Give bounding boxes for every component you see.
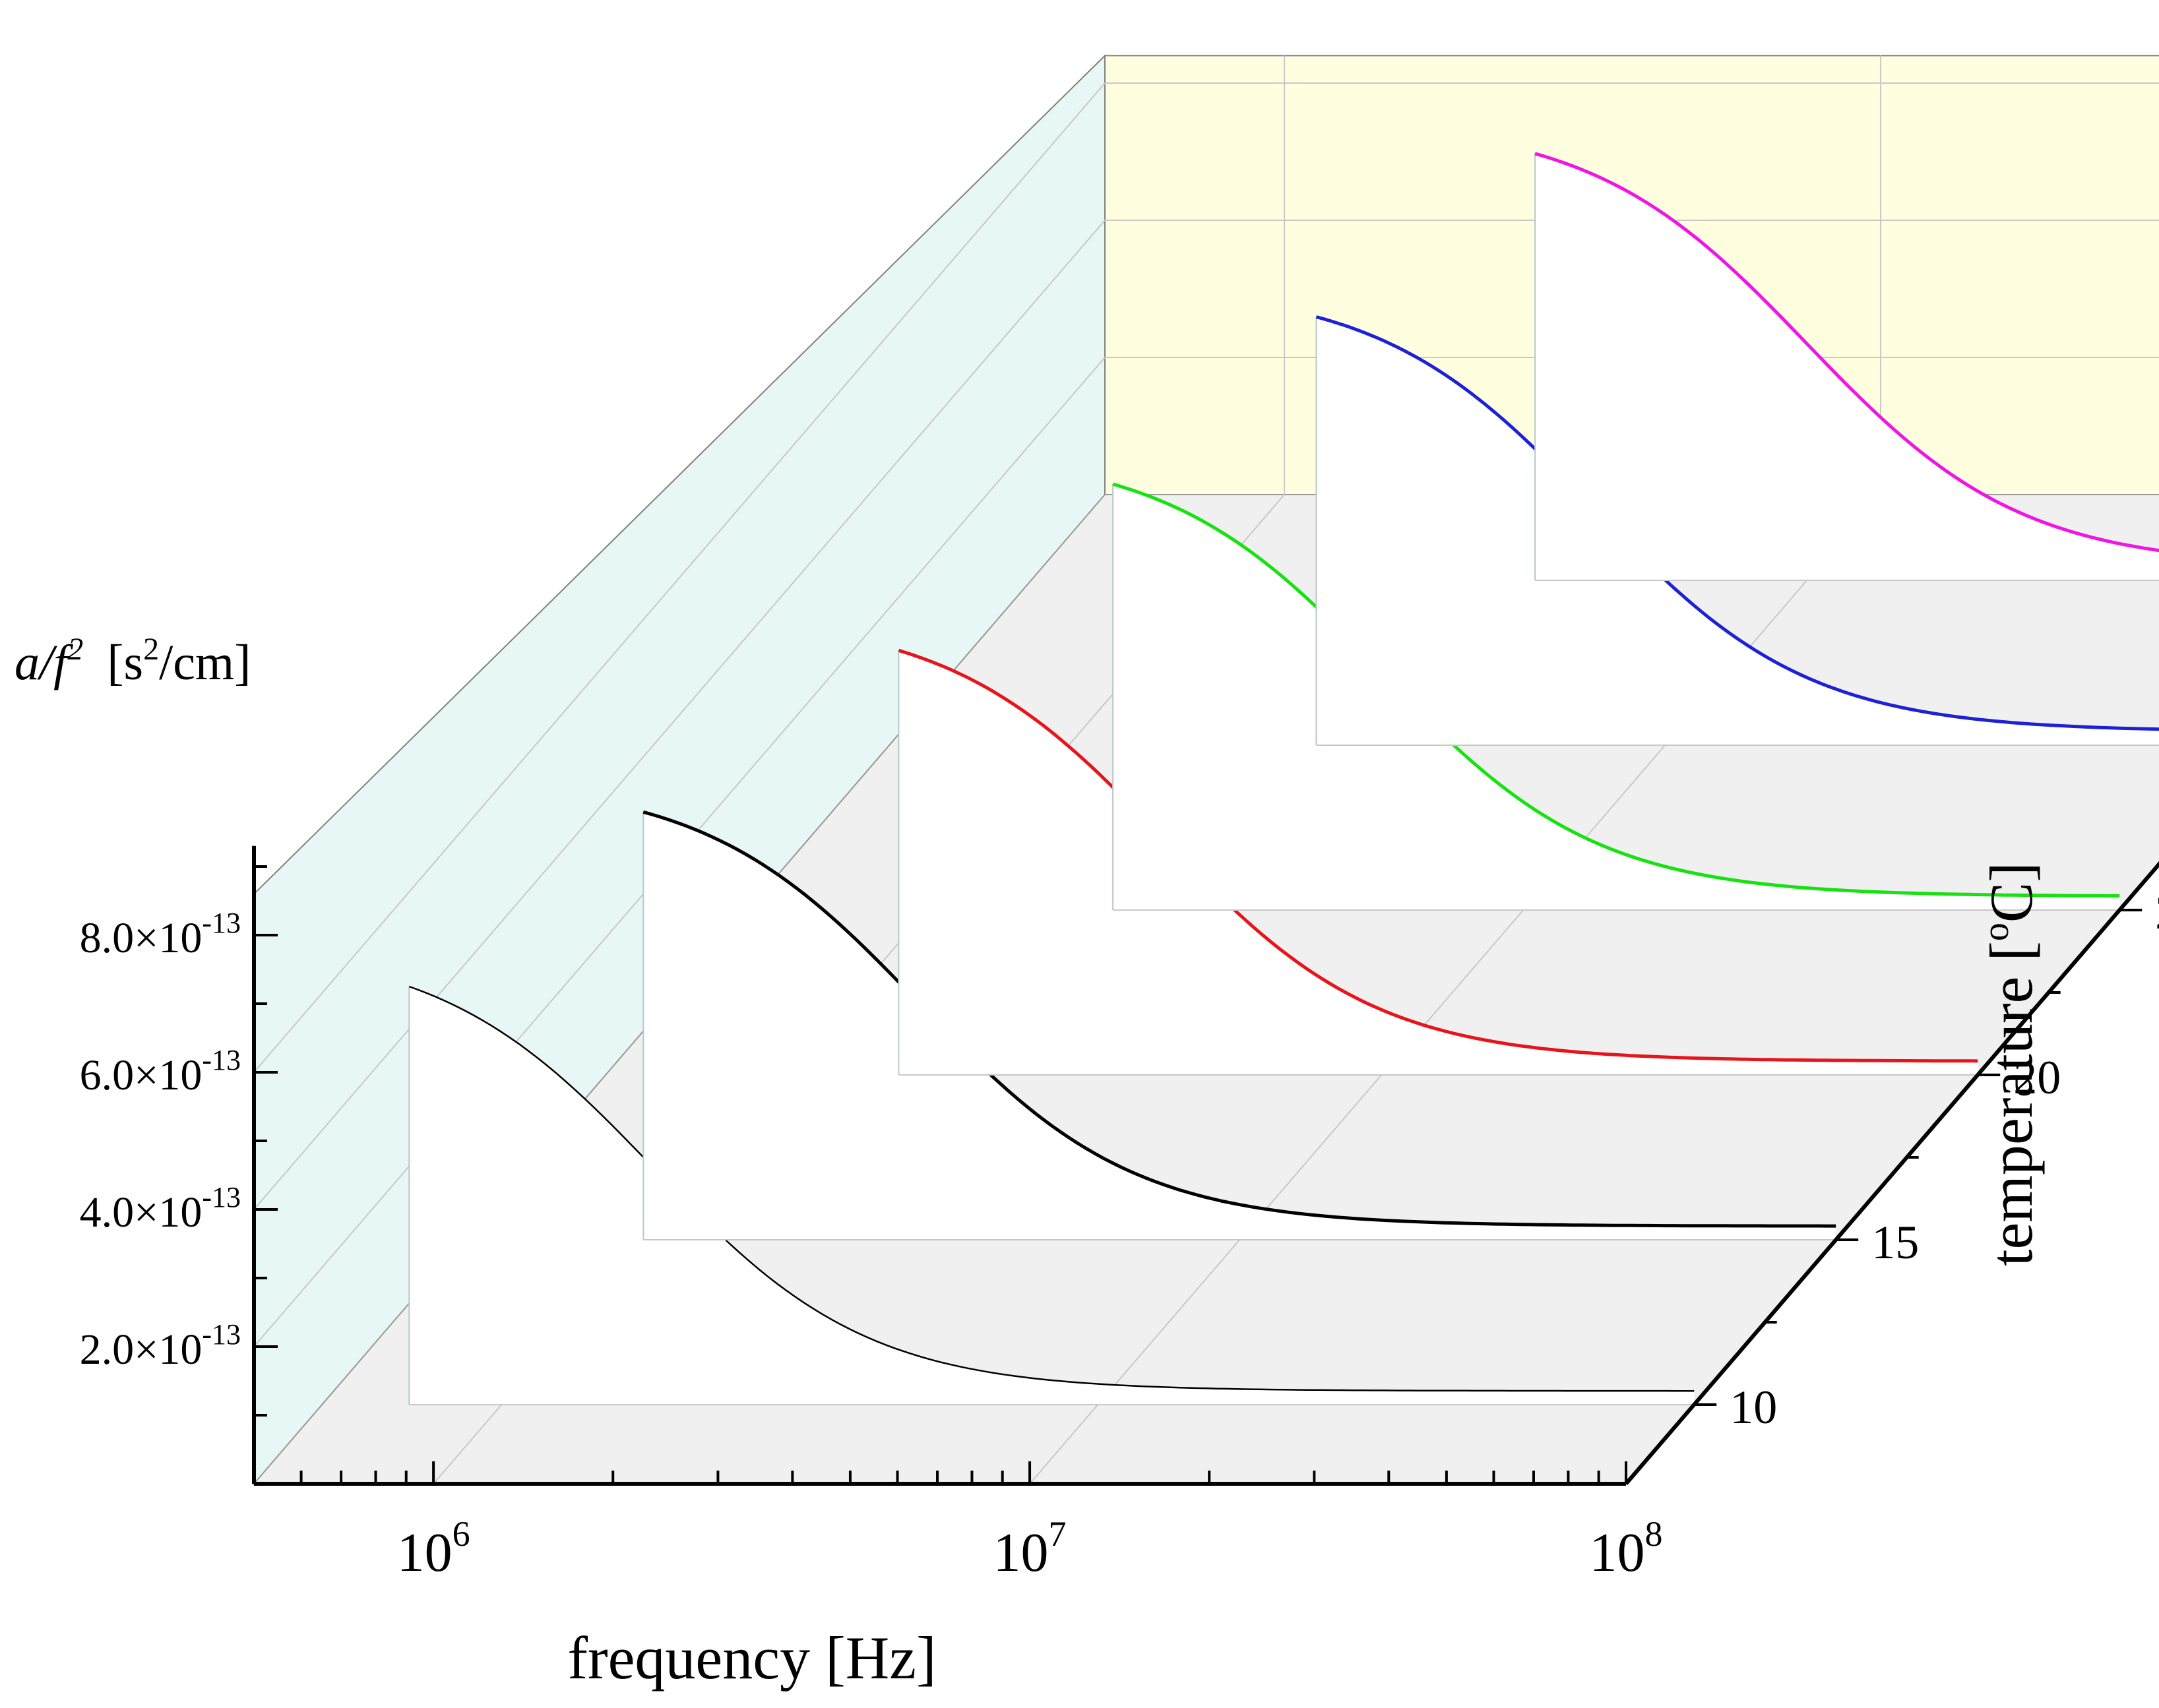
z-tick-label: 15 bbox=[1871, 1216, 1919, 1269]
series-line bbox=[1112, 482, 2120, 898]
x-tick-label: 106 bbox=[397, 1514, 470, 1583]
y-tick-label: 6.0×10-13 bbox=[80, 1044, 241, 1099]
series-line bbox=[408, 985, 1695, 1392]
z-tick-label: 25 bbox=[2155, 886, 2159, 939]
y-tick-label: 8.0×10-13 bbox=[80, 907, 241, 962]
series-ribbon bbox=[409, 987, 1695, 1405]
z-tick-label: 10 bbox=[1730, 1381, 1777, 1434]
series-group bbox=[408, 152, 2159, 1405]
y-axis-title: a/f2 [s2/cm] bbox=[15, 632, 251, 690]
axes: 106 107 108 2.0×10-13 4.0×10-13 6.0×10-13 8.0×… bbox=[80, 845, 2159, 1583]
series-line bbox=[642, 810, 1836, 1228]
z-axis-line bbox=[1624, 861, 2159, 1485]
y-tick-label: 2.0×10-13 bbox=[80, 1318, 241, 1374]
series-ribbon bbox=[1113, 484, 2120, 910]
x-axis-title: frequency [Hz] bbox=[567, 1624, 936, 1692]
side-grid-y bbox=[253, 220, 1106, 1210]
series-line bbox=[1315, 315, 2159, 731]
x-tick-label: 108 bbox=[1590, 1514, 1663, 1583]
side-grid-y bbox=[253, 82, 1106, 1073]
series-ribbon bbox=[898, 650, 1978, 1075]
series-ribbon bbox=[1316, 317, 2159, 745]
series-line bbox=[1534, 152, 2159, 553]
y-tick-label: 4.0×10-13 bbox=[80, 1181, 241, 1236]
series-ribbon bbox=[1535, 153, 2159, 580]
series-line bbox=[898, 648, 1978, 1063]
x-tick-label: 107 bbox=[993, 1514, 1067, 1583]
z-tick-label: 20 bbox=[2013, 1051, 2061, 1104]
z-axis-title: temperature [oC] bbox=[1976, 862, 2045, 1266]
series-ribbon bbox=[643, 812, 1836, 1240]
